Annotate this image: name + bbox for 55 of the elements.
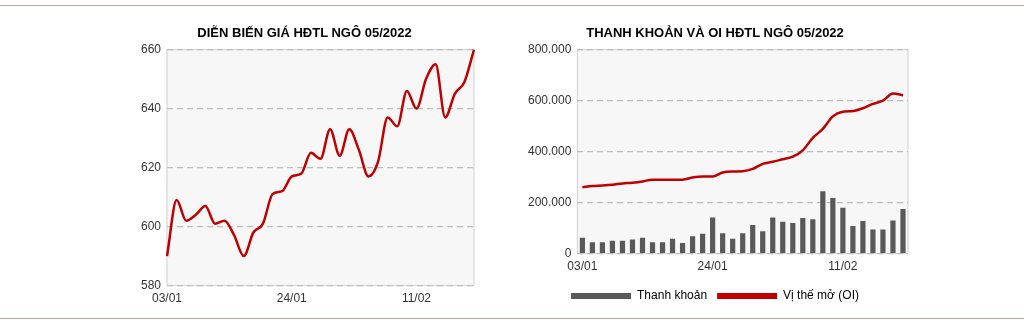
x-tick-label: 03/01 xyxy=(152,291,183,306)
bar xyxy=(689,236,696,253)
bar xyxy=(579,237,585,253)
bar xyxy=(609,240,616,253)
legend-label: Vị thế mở (OI) xyxy=(783,288,859,303)
bar xyxy=(750,225,756,253)
y-tick-label: 660 xyxy=(140,41,162,56)
x-tick-label: 11/02 xyxy=(828,259,858,274)
chart-title: THANH KHOẢN VÀ OI HĐTL NGÔ 05/2022 xyxy=(586,25,844,41)
bar xyxy=(800,217,806,253)
y-tick-label: 400.000 xyxy=(527,143,572,158)
bar xyxy=(790,223,796,253)
bar xyxy=(770,217,776,253)
bar xyxy=(760,231,766,253)
bar xyxy=(720,233,726,253)
x-tick-label: 03/01 xyxy=(567,259,598,274)
bar xyxy=(639,237,646,253)
bar xyxy=(730,238,736,253)
bar xyxy=(669,238,676,253)
y-tick-label: 0 xyxy=(564,245,572,260)
bar xyxy=(780,221,786,253)
y-tick-label: 620 xyxy=(140,159,162,174)
bar xyxy=(830,198,836,253)
bar xyxy=(880,229,886,253)
bar xyxy=(659,242,666,253)
bar xyxy=(740,233,746,253)
y-tick-label: 800.000 xyxy=(527,41,572,56)
bar xyxy=(679,242,686,253)
bar xyxy=(700,233,706,253)
line-series xyxy=(165,49,476,258)
bar xyxy=(629,239,636,253)
bar xyxy=(710,217,716,253)
bar xyxy=(860,220,866,253)
x-tick-label: 24/01 xyxy=(276,291,308,306)
legend-label: Thanh khoản xyxy=(637,288,708,303)
bar xyxy=(870,229,876,253)
bar xyxy=(599,242,606,253)
bar xyxy=(820,191,826,253)
bar xyxy=(890,220,896,253)
bar xyxy=(589,242,596,253)
bar xyxy=(850,226,856,253)
y-tick-label: 640 xyxy=(140,100,162,115)
x-tick-label: 24/01 xyxy=(697,259,728,274)
x-tick-label: 11/02 xyxy=(401,291,432,306)
bar xyxy=(649,242,656,253)
chart-title: DIỄN BIẾN GIÁ HĐTL NGÔ 05/2022 xyxy=(197,25,412,41)
y-tick-label: 580 xyxy=(140,277,162,292)
line-series xyxy=(581,92,905,189)
y-tick-label: 200.000 xyxy=(527,194,572,209)
y-tick-label: 600.000 xyxy=(527,92,572,107)
bar xyxy=(840,207,846,253)
bar xyxy=(900,208,906,253)
y-tick-label: 600 xyxy=(140,218,162,233)
bar xyxy=(619,240,626,253)
bar xyxy=(810,219,816,253)
